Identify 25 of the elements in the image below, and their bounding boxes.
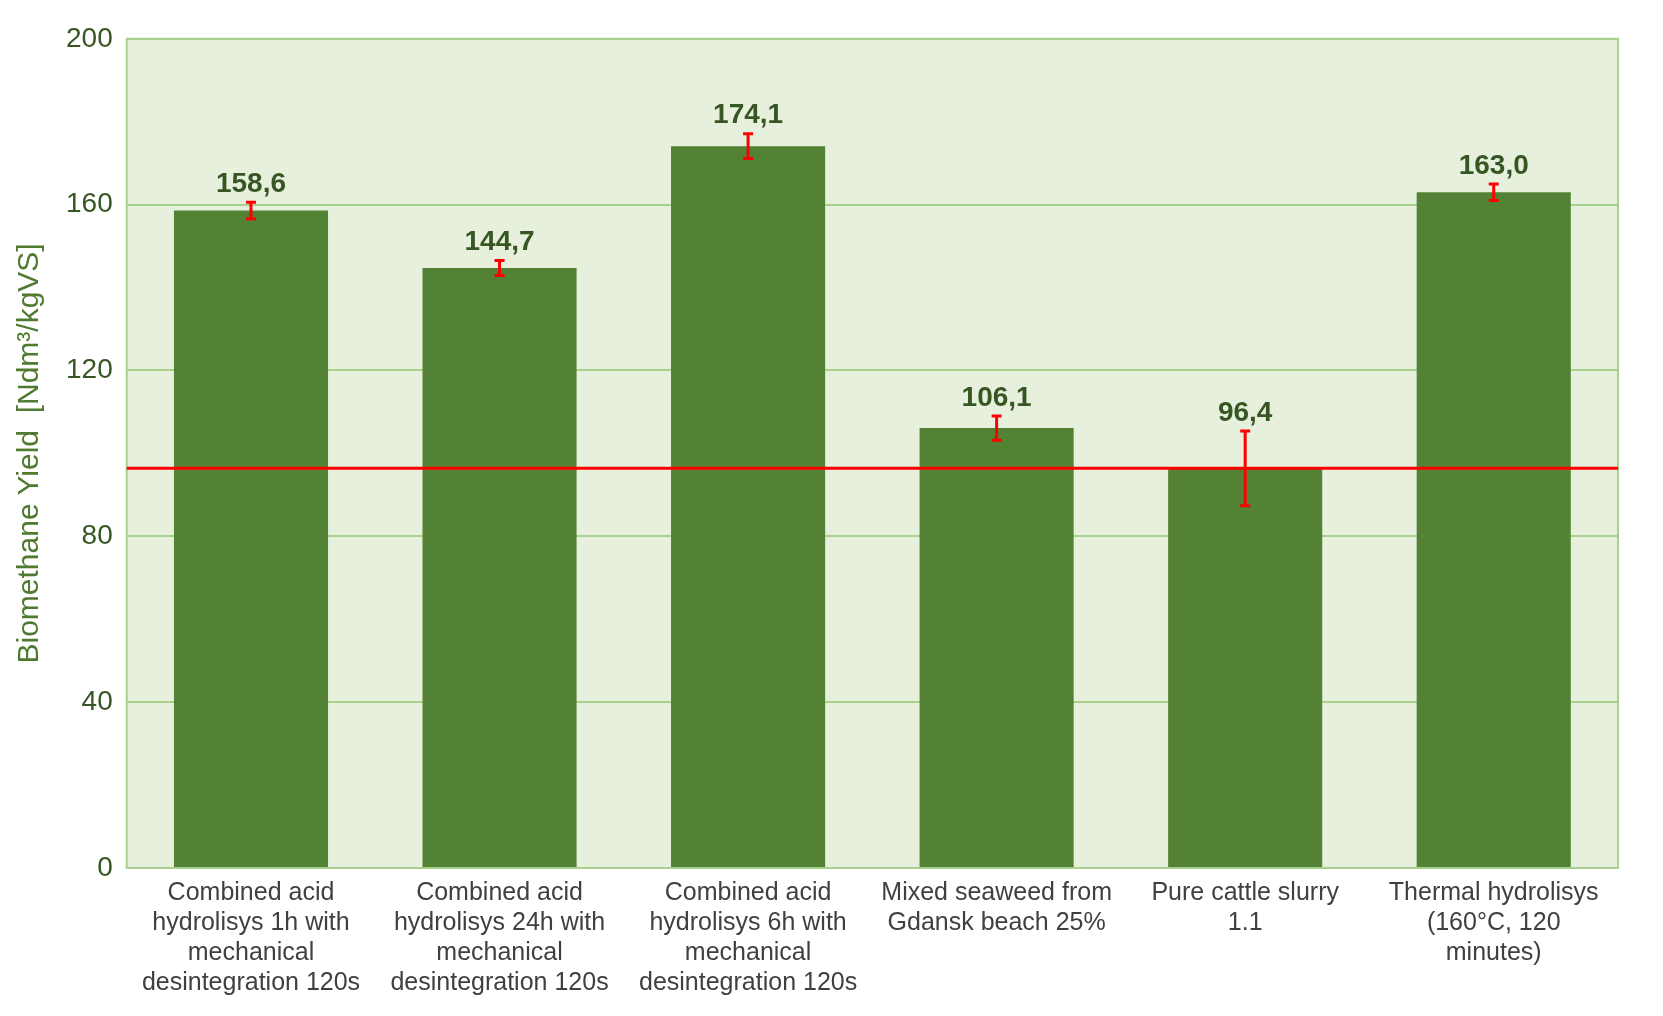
- data-label: 158,6: [215, 166, 287, 198]
- data-label: 144,7: [464, 225, 535, 257]
- y-tick-label: 80: [81, 519, 113, 551]
- bar: [1416, 192, 1571, 867]
- bar: [1168, 468, 1323, 867]
- data-label: 96,4: [1217, 395, 1273, 427]
- y-tick-label: 0: [97, 850, 113, 882]
- data-label: 174,1: [713, 98, 784, 130]
- y-tick-label: 160: [66, 187, 113, 219]
- x-tick-label: Thermal hydrolisys (160°C, 120 minutes): [1388, 876, 1599, 965]
- bar: [173, 210, 329, 867]
- bar: [422, 268, 577, 867]
- data-label: 163,0: [1458, 148, 1529, 180]
- y-tick-label: 40: [81, 684, 113, 716]
- x-tick-label: Combined acid hydrolisys 24h with mechanical desintegration 120s: [390, 876, 609, 995]
- x-tick-label: Pure cattle slurry 1.1: [1151, 876, 1340, 935]
- x-tick-label: Combined acid hydrolisys 6h with mechanical desintegration 120s: [638, 876, 858, 995]
- x-tick-label: Combined acid hydrolisys 1h with mechanical desintegration 120s: [141, 876, 361, 995]
- bar: [919, 428, 1074, 867]
- y-tick-label: 200: [66, 21, 113, 53]
- x-tick-label: Mixed seaweed from Gdansk beach 25%: [881, 876, 1112, 935]
- data-label: 106,1: [961, 380, 1032, 412]
- y-axis-title: Biomethane Yield [Ndm³/kgVS]: [11, 243, 45, 664]
- y-tick-label: 120: [66, 353, 113, 385]
- bar: [671, 146, 826, 867]
